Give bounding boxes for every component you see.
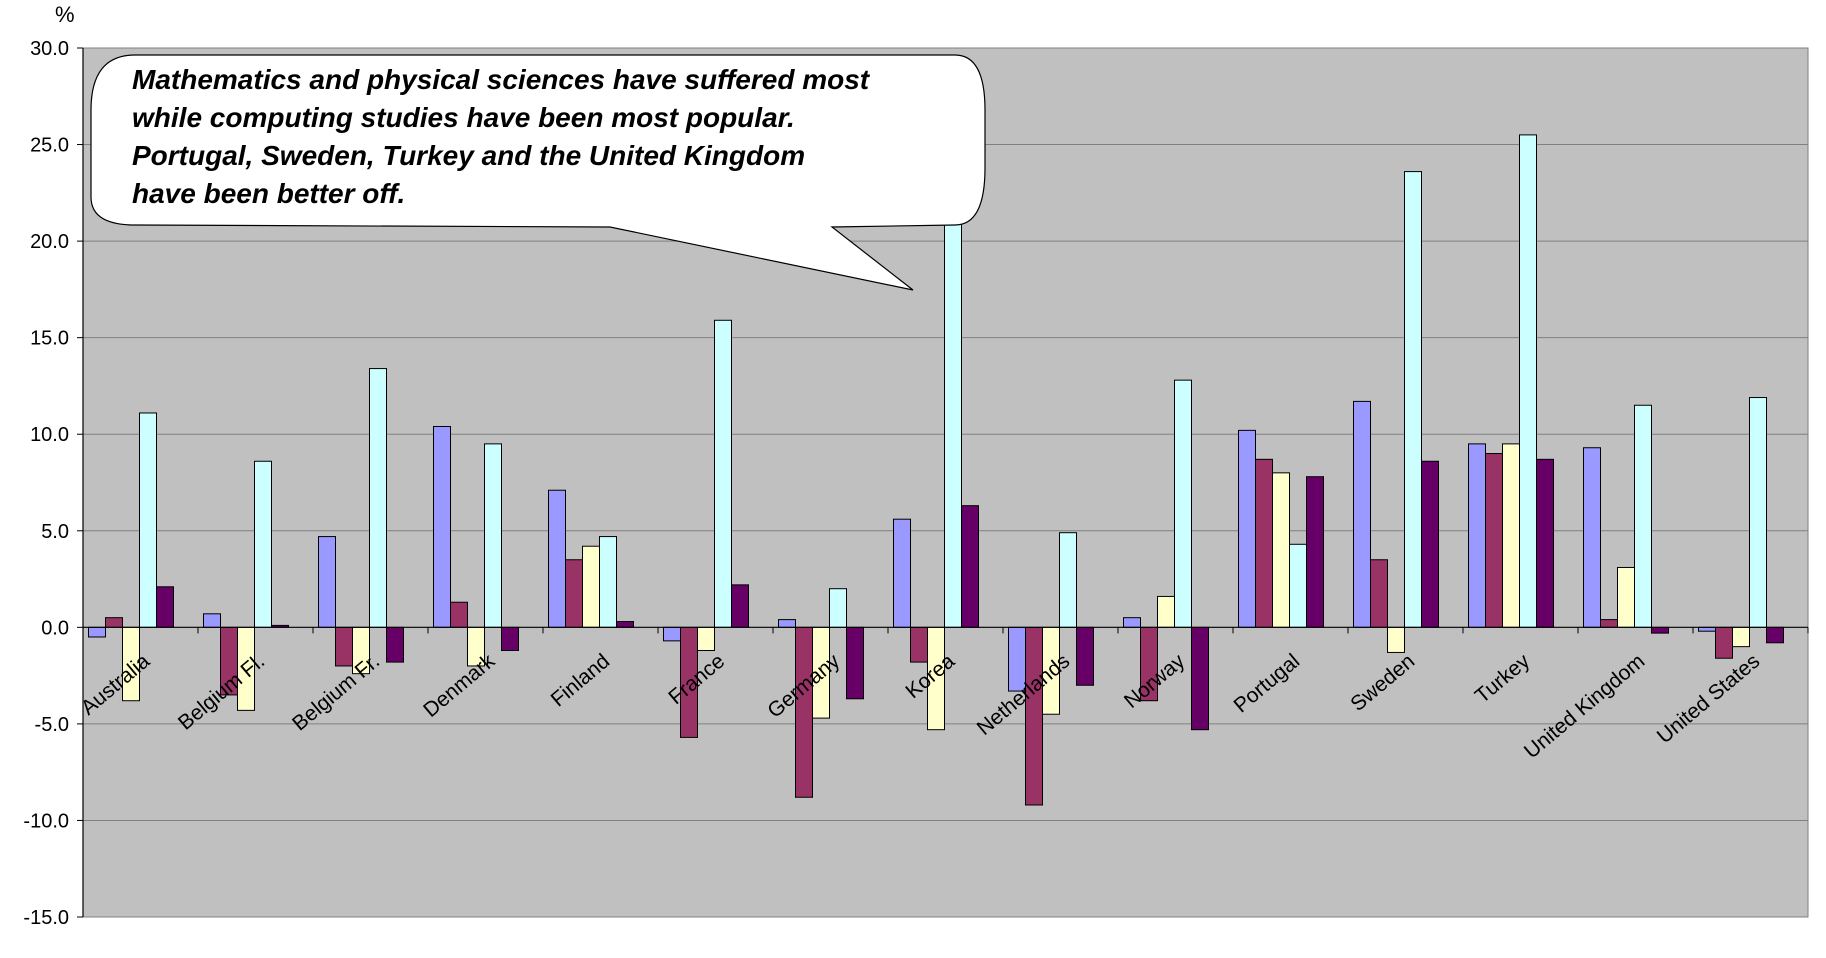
bar-portugal-series-3 (1272, 472, 1290, 628)
bar-turkey-series-2 (1485, 453, 1503, 628)
bar-denmark-series-5 (501, 626, 519, 652)
bar-belgium-fl-series-1 (203, 613, 221, 628)
bar-turkey-series-4 (1519, 134, 1537, 628)
y-axis-unit-label: % (55, 2, 75, 27)
y-tick-label: 15.0 (30, 328, 69, 350)
y-tick-label: 20.0 (30, 231, 69, 253)
y-tick-labels: 30.0 25.0 20.0 15.0 10.0 5.0 0.0 -5.0 -10.0 -15.0 (23, 38, 69, 929)
bar-norway-series-1 (1123, 617, 1141, 628)
y-tick-label: -5.0 (35, 714, 69, 736)
y-tick-label: 10.0 (30, 424, 69, 446)
bar-france-series-1 (663, 626, 681, 642)
bar-australia-series-4 (139, 412, 157, 628)
bar-portugal-series-5 (1306, 476, 1324, 628)
bar-denmark-series-1 (433, 425, 451, 628)
bar-belgium-fr-series-2 (335, 626, 353, 667)
bar-korea-series-1 (893, 518, 911, 628)
bar-united-kingdom-series-2 (1600, 619, 1618, 628)
bar-turkey-series-3 (1502, 443, 1520, 628)
bar-finland-series-1 (548, 489, 566, 628)
bar-finland-series-4 (599, 536, 617, 628)
bar-finland-series-5 (616, 621, 634, 628)
bar-netherlands-series-4 (1059, 532, 1077, 628)
bar-norway-series-4 (1174, 379, 1192, 628)
bar-france-series-3 (697, 626, 715, 652)
bar-sweden-series-4 (1404, 171, 1422, 628)
bar-united-kingdom-series-5 (1651, 626, 1669, 634)
callout-line-1: Mathematics and physical sciences have s… (132, 64, 871, 95)
bar-australia-series-5 (156, 586, 174, 628)
bar-denmark-series-4 (484, 443, 502, 628)
callout-bubble: Mathematics and physical sciences have s… (90, 54, 986, 291)
bar-sweden-series-3 (1387, 626, 1405, 653)
bar-germany-series-4 (829, 588, 847, 628)
bar-norway-series-5 (1191, 626, 1209, 731)
bar-portugal-series-1 (1238, 429, 1256, 628)
bar-turkey-series-1 (1468, 443, 1486, 628)
bar-united-kingdom-series-1 (1583, 447, 1601, 628)
bar-finland-series-3 (582, 545, 600, 628)
bar-korea-series-5 (961, 505, 979, 628)
bar-united-states-series-5 (1766, 626, 1784, 644)
bar-portugal-series-2 (1255, 458, 1273, 628)
y-tick-label: 30.0 (30, 38, 69, 60)
bar-germany-series-5 (846, 626, 864, 700)
bar-korea-series-2 (910, 626, 928, 663)
bar-united-kingdom-series-4 (1634, 404, 1652, 628)
bar-australia-series-1 (88, 626, 106, 638)
bar-turkey-series-5 (1536, 458, 1554, 628)
bar-belgium-fl-series-4 (254, 460, 272, 628)
bar-netherlands-series-2 (1025, 626, 1043, 806)
y-tick-label: 25.0 (30, 135, 69, 157)
y-tick-label: 5.0 (41, 521, 69, 543)
bar-netherlands-series-5 (1076, 626, 1094, 686)
y-tick-label: -15.0 (23, 907, 69, 929)
callout-line-2: while computing studies have been most p… (132, 102, 795, 133)
bar-korea-series-4 (944, 163, 962, 628)
bar-sweden-series-1 (1353, 400, 1371, 628)
bar-belgium-fr-series-4 (369, 368, 387, 628)
bar-portugal-series-4 (1289, 543, 1307, 628)
bar-sweden-series-2 (1370, 559, 1388, 628)
callout-line-4: have been better off. (132, 178, 405, 209)
bar-australia-series-2 (105, 617, 123, 628)
y-tick-label: 0.0 (41, 617, 69, 639)
bar-united-states-series-3 (1732, 626, 1750, 648)
bar-united-states-series-4 (1749, 397, 1767, 628)
bar-germany-series-2 (795, 626, 813, 798)
bar-belgium-fr-series-5 (386, 626, 404, 663)
bar-germany-series-1 (778, 619, 796, 628)
callout-shape (90, 54, 986, 291)
bar-france-series-5 (731, 584, 749, 628)
bar-united-states-series-2 (1715, 626, 1733, 659)
axes (77, 47, 1809, 918)
callout-line-3: Portugal, Sweden, Turkey and the United … (132, 140, 805, 171)
bar-france-series-4 (714, 319, 732, 628)
y-tick-label: -10.0 (23, 810, 69, 832)
bar-united-kingdom-series-3 (1617, 566, 1635, 628)
bar-norway-series-3 (1157, 595, 1175, 628)
bar-belgium-fr-series-1 (318, 536, 336, 628)
bar-sweden-series-5 (1421, 460, 1439, 628)
bar-finland-series-2 (565, 559, 583, 628)
bar-denmark-series-2 (450, 601, 468, 628)
